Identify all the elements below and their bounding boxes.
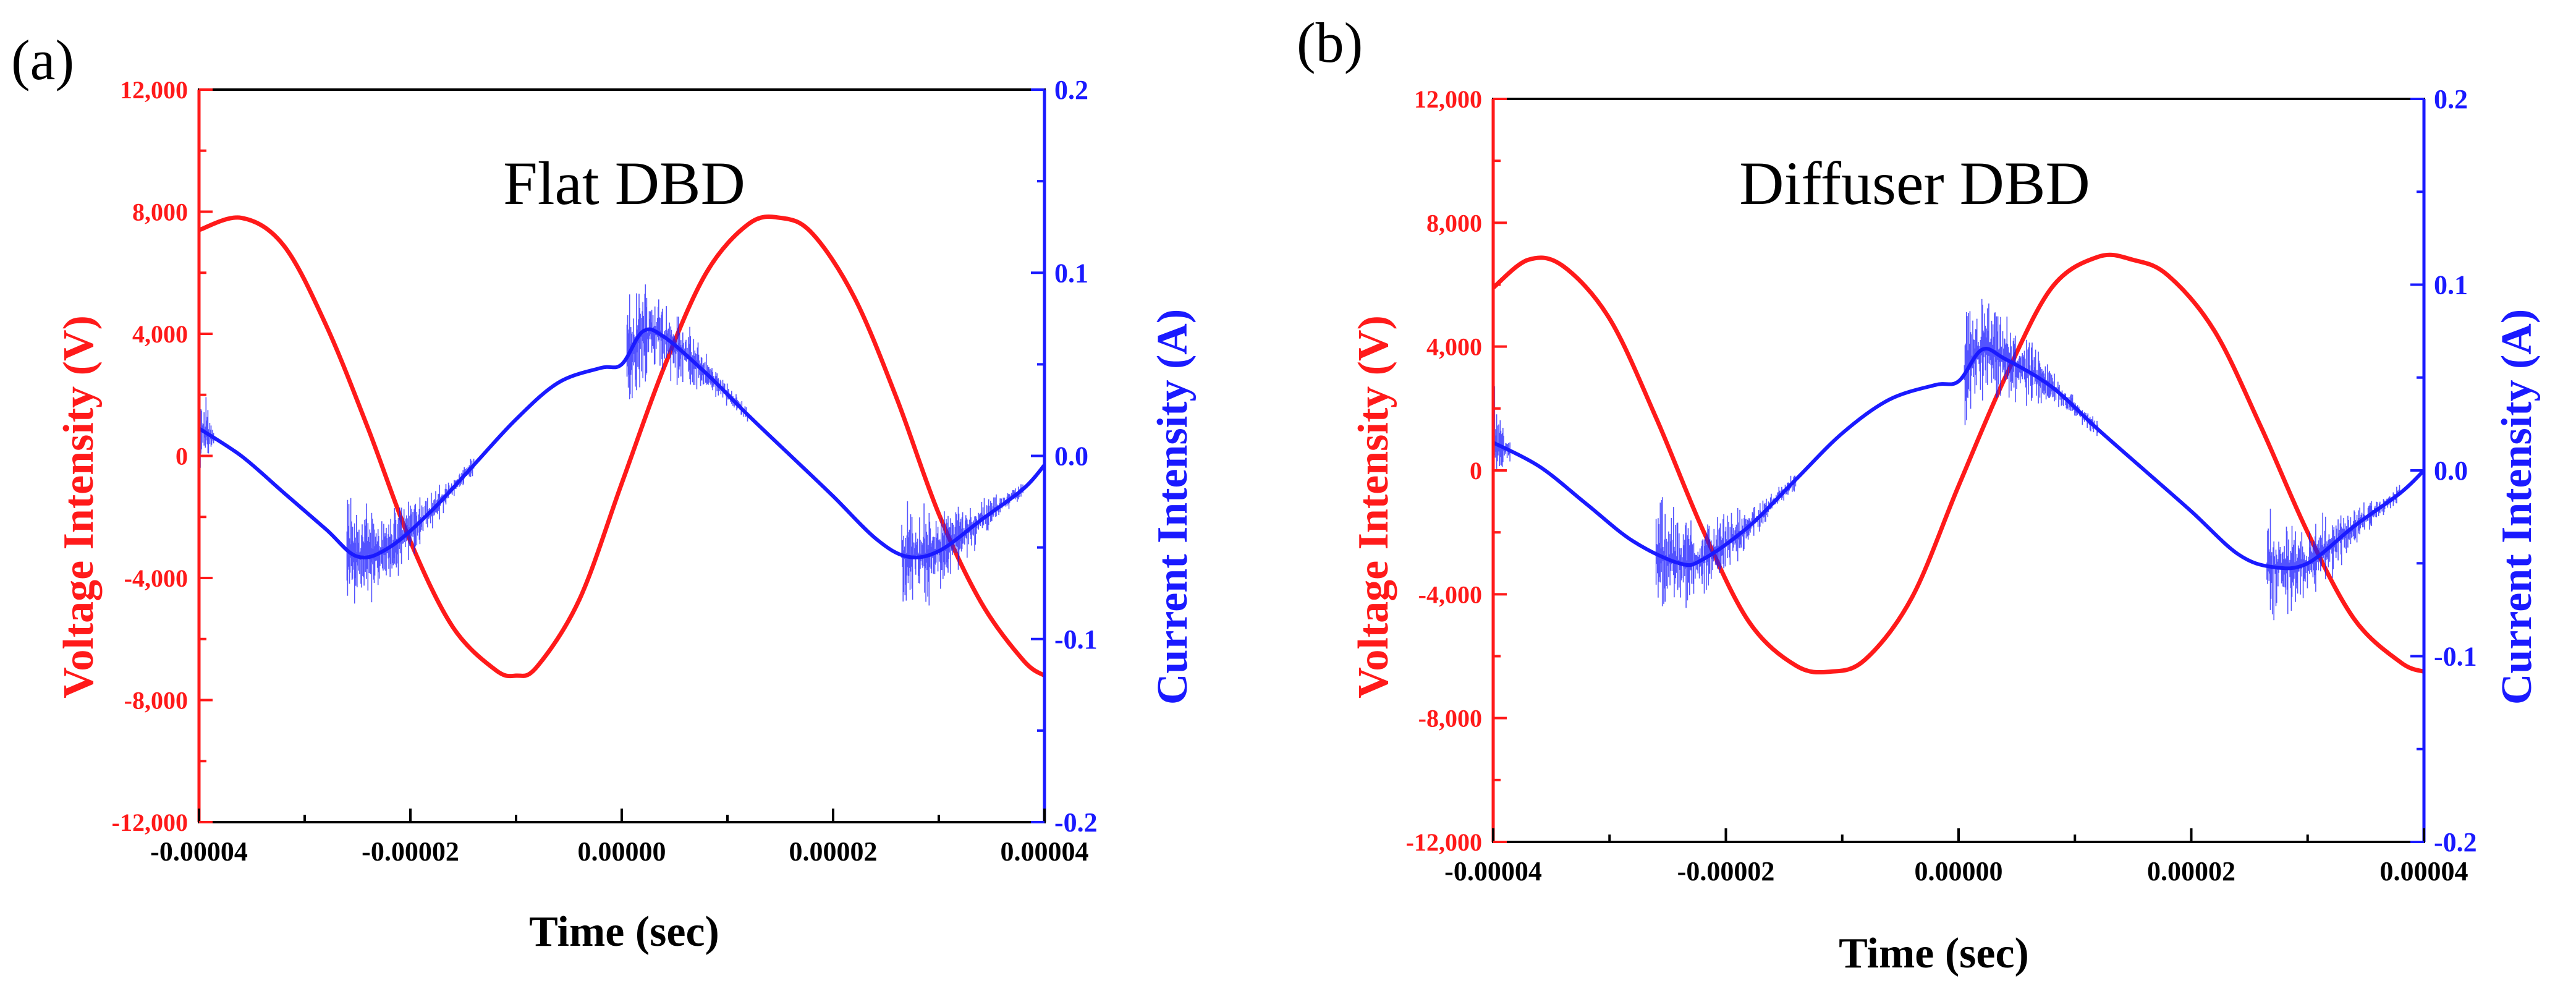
panel-b-right-y-axis: 0.2 0.1 0.0 -0.1 -0.2 [2410, 84, 2477, 857]
panel-a-chart: (a) Flat DBD -0.00004 -0.00002 0.00000 0.00… [11, 28, 1197, 956]
panel-a-voltage-line [198, 215, 1046, 679]
panel-a-left-y-axis-label: Voltage Intensity (V) [55, 315, 103, 699]
panel-b-voltage-line [1491, 252, 2425, 675]
panel-a-x-tick-label: -0.00004 [150, 836, 248, 867]
panel-b-left-tick-label: 4,000 [1426, 333, 1482, 361]
panel-a-left-y-axis: 12,000 8,000 4,000 0 -4,000 -8,000 -12,000 [112, 76, 213, 836]
panel-b-current-series [1492, 347, 2426, 571]
panel-b-voltage-series [1491, 252, 2425, 675]
panel-b-current-discharge-spikes [1493, 299, 2401, 621]
panel-b-left-y-axis-label: Voltage Intensity (V) [1350, 315, 1397, 699]
panel-b-x-axis: -0.00004 -0.00002 0.00000 0.00002 0.00004 [1444, 828, 2468, 886]
panel-b-letter: (b) [1297, 11, 1363, 74]
panel-a-left-tick-label: 12,000 [120, 76, 188, 104]
panel-b-right-tick-label: -0.1 [2434, 642, 2477, 672]
panel-b-left-tick-label: 8,000 [1426, 209, 1482, 237]
panel-a-x-tick-label: 0.00004 [1001, 836, 1089, 867]
panel-b-right-tick-label: 0.1 [2434, 270, 2468, 300]
panel-b-x-tick-label: 0.00002 [2147, 856, 2235, 886]
panel-a-left-tick-label: -12,000 [112, 809, 188, 836]
panel-b-left-tick-label: -12,000 [1406, 828, 1482, 856]
panel-a-right-y-axis: 0.2 0.1 0.0 -0.1 -0.2 [1031, 75, 1098, 838]
panel-a-x-tick-label: -0.00002 [362, 836, 459, 867]
panel-a-left-tick-label: 4,000 [132, 320, 188, 348]
panel-b-right-tick-label: 0.2 [2434, 84, 2468, 114]
panel-a-left-tick-label: 0 [176, 443, 188, 470]
panel-a-current-line [198, 327, 1046, 559]
panel-a-right-tick-label: 0.0 [1054, 441, 1088, 472]
panel-b-left-tick-label: -4,000 [1418, 580, 1482, 608]
panel-b-left-tick-label: -8,000 [1418, 705, 1482, 733]
panel-a-letter: (a) [11, 28, 74, 91]
panel-a-right-tick-label: 0.2 [1054, 75, 1088, 105]
panel-a-current-discharge-spikes [198, 284, 1023, 606]
panel-b-left-tick-label: 0 [1470, 457, 1482, 485]
panel-b-right-y-axis-label: Current Intensity (A) [2493, 309, 2541, 705]
panel-a-x-axis-label: Time (sec) [529, 908, 719, 956]
panel-a-x-tick-label: 0.00002 [789, 836, 878, 867]
panel-b-x-tick-label: 0.00004 [2380, 856, 2468, 886]
panel-b-left-tick-label: 12,000 [1414, 85, 1482, 113]
panel-b-left-y-axis: 12,000 8,000 4,000 0 -4,000 -8,000 -12,000 [1406, 85, 1507, 856]
panel-a-right-tick-label: -0.2 [1054, 807, 1098, 838]
panel-b-x-tick-label: -0.00002 [1677, 856, 1775, 886]
panel-a-right-y-axis-label: Current Intensity (A) [1149, 309, 1197, 705]
panel-b-right-tick-label: 0.0 [2434, 456, 2468, 486]
panel-b-right-tick-label: -0.2 [2434, 827, 2477, 857]
panel-a-right-tick-label: -0.1 [1054, 624, 1098, 655]
panel-a-left-tick-label: -4,000 [124, 564, 188, 592]
panel-a-left-tick-label: 8,000 [132, 198, 188, 226]
panel-a-right-tick-label: 0.1 [1054, 258, 1088, 288]
panel-b-title: Diffuser DBD [1739, 149, 2090, 218]
panel-a-current-series [198, 327, 1046, 559]
panel-a-current-noise [198, 284, 1023, 606]
panel-b-chart: (b) Diffuser DBD -0.00004 -0.00002 0.00000… [1297, 11, 2541, 977]
panel-a-voltage-series [198, 215, 1046, 679]
panel-b-current-noise [1493, 299, 2401, 621]
panel-b-x-axis-label: Time (sec) [1839, 930, 2029, 977]
panel-a-x-tick-label: 0.00000 [578, 836, 666, 867]
panel-a-left-tick-label: -8,000 [124, 687, 188, 715]
panel-b-current-line [1492, 347, 2426, 571]
panel-b-x-tick-label: 0.00000 [1915, 856, 2003, 886]
panel-a-x-axis: -0.00004 -0.00002 0.00000 0.00002 0.00004 [150, 809, 1089, 867]
panel-b-x-tick-label: -0.00004 [1444, 856, 1542, 886]
panel-a-title: Flat DBD [503, 149, 745, 218]
